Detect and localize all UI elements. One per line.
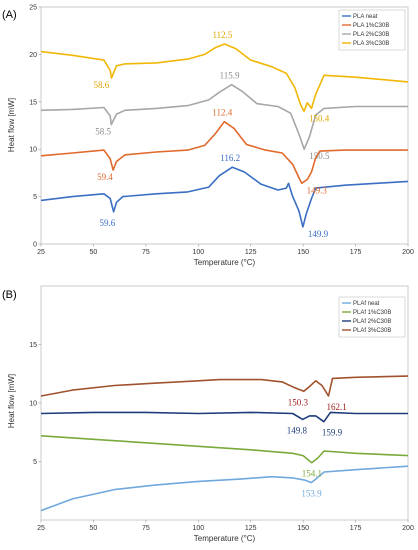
y-tick-label: 15 xyxy=(29,99,37,106)
peak-annotation: 162.1 xyxy=(327,402,347,412)
series-line-plaf-2-c30b xyxy=(40,411,408,423)
peak-annotation: 159.9 xyxy=(322,428,343,438)
x-tick-label: 50 xyxy=(90,249,98,256)
y-axis-label: Heat flow [mW] xyxy=(7,98,16,152)
peak-annotation: 149.8 xyxy=(287,425,308,435)
y-tick-label: 15 xyxy=(29,342,37,349)
legend-label: PLAf 1%C30B xyxy=(353,310,391,316)
x-tick-label: 100 xyxy=(192,249,204,256)
peak-annotation: 115.9 xyxy=(220,71,240,81)
legend-label: PLA neat xyxy=(353,14,378,20)
legend: PLA neat PLA 1%C30B PLA 2%C30B PLA 3%C30B xyxy=(338,9,406,51)
series-line-pla-neat xyxy=(40,166,409,228)
peak-annotation: 116.2 xyxy=(220,153,240,163)
x-tick-label: 150 xyxy=(297,525,309,532)
x-tick-label: 25 xyxy=(37,525,45,532)
x-tick-label: 125 xyxy=(245,249,257,256)
x-tick-label: 150 xyxy=(297,249,309,256)
x-tick-label: 25 xyxy=(37,249,45,256)
y-tick-label: 5 xyxy=(33,459,37,466)
peak-annotation: 150.4 xyxy=(309,113,330,123)
series-line-plaf-3-c30b xyxy=(40,375,409,397)
y-tick-label: 25 xyxy=(29,5,37,12)
peak-annotation: 59.6 xyxy=(100,218,116,228)
peak-annotation: 153.9 xyxy=(301,489,322,499)
y-tick-label: 0 xyxy=(33,242,37,249)
x-axis-label: Temperature (°C) xyxy=(194,534,256,543)
peak-annotation: 112.4 xyxy=(212,108,232,118)
series-line-pla-2-c30b xyxy=(40,83,408,150)
y-tick-label: 5 xyxy=(33,194,37,201)
panel-label: (A) xyxy=(2,9,17,21)
legend-label: PLAf neat xyxy=(353,301,380,307)
chart-panel-a: (A) 25 50 75 100 125 150 175 200 0 5 10 15 20 25 Temper… xyxy=(2,5,414,268)
legend: PLAf neat PLAf 1%C30B PLAf 2%C30B PLAf 3%C3… xyxy=(338,296,406,338)
peak-annotation: 149.9 xyxy=(308,229,329,239)
plot-frame xyxy=(40,6,409,245)
series-line-pla-3-c30b xyxy=(40,43,409,113)
x-tick-label: 50 xyxy=(90,525,98,532)
peak-annotation: 150.5 xyxy=(309,151,330,161)
x-tick-label: 125 xyxy=(245,525,257,532)
x-tick-label: 200 xyxy=(402,525,414,532)
series-line-plaf-1-c30b xyxy=(40,435,409,464)
x-tick-label: 175 xyxy=(350,249,362,256)
peak-annotation: 58.5 xyxy=(95,127,111,137)
chart-panel-b: (B) 25 50 75 100 125 150 175 200 5 10 15 Temperature… xyxy=(2,285,414,543)
y-tick-label: 10 xyxy=(29,147,37,154)
peak-annotation: 58.6 xyxy=(93,80,109,90)
x-tick-label: 75 xyxy=(142,249,150,256)
y-axis-label: Heat flow [mW] xyxy=(7,374,16,428)
y-tick-label: 20 xyxy=(29,52,37,59)
x-axis-label: Temperature (°C) xyxy=(194,258,256,267)
legend-label: PLA 2%C30B xyxy=(353,32,389,38)
legend-label: PLAf 2%C30B xyxy=(353,319,391,325)
peak-annotation: 154.1 xyxy=(302,469,322,479)
x-tick-label: 100 xyxy=(192,525,204,532)
series-line-pla-1-c30b xyxy=(40,120,408,185)
legend-label: PLA 1%C30B xyxy=(353,23,389,29)
x-tick-label: 175 xyxy=(350,525,362,532)
peak-annotation: 112.5 xyxy=(213,30,233,40)
x-tick-label: 200 xyxy=(402,249,414,256)
series-line-plaf-neat xyxy=(40,465,409,512)
x-tick-label: 75 xyxy=(142,525,150,532)
peak-annotation: 149.3 xyxy=(307,185,328,195)
peak-annotation: 59.4 xyxy=(97,172,113,182)
legend-label: PLA 3%C30B xyxy=(353,41,389,47)
legend-label: PLAf 3%C30B xyxy=(353,328,391,334)
y-tick-label: 10 xyxy=(29,401,37,408)
panel-label: (B) xyxy=(2,289,17,301)
peak-annotation: 150.3 xyxy=(288,397,309,407)
